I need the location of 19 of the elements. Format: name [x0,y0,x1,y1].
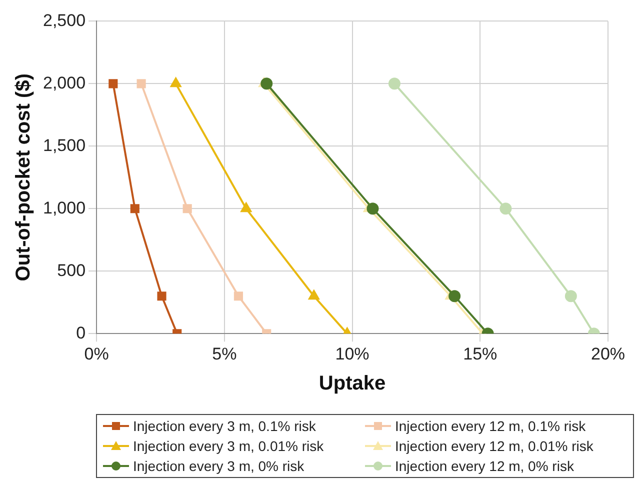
x-tick-label: 5% [212,344,237,364]
y-tick-label: 2,500 [42,10,86,30]
y-tick-label: 500 [57,260,86,280]
legend-label: Injection every 3 m, 0% risk [133,458,304,474]
legend-label: Injection every 12 m, 0% risk [395,458,574,474]
y-axis-title: Out-of-pocket cost ($) [12,74,35,282]
legend-label: Injection every 3 m, 0.01% risk [133,438,324,454]
legend-label: Injection every 3 m, 0.1% risk [133,418,316,434]
x-tick-label: 15% [463,344,498,364]
y-tick-label: 1,000 [42,198,86,218]
x-tick-label: 20% [590,344,626,364]
y-tick-label: 1,500 [42,136,86,155]
legend-label: Injection every 12 m, 0.01% risk [395,438,594,454]
y-tick-label: 0 [76,323,86,342]
x-axis-title: Uptake [318,372,386,395]
y-tick-label: 2,000 [42,73,86,92]
x-tick-label: 10% [335,344,370,364]
x-tick-label: 0% [84,344,109,364]
legend-label: Injection every 12 m, 0.1% risk [395,418,586,434]
